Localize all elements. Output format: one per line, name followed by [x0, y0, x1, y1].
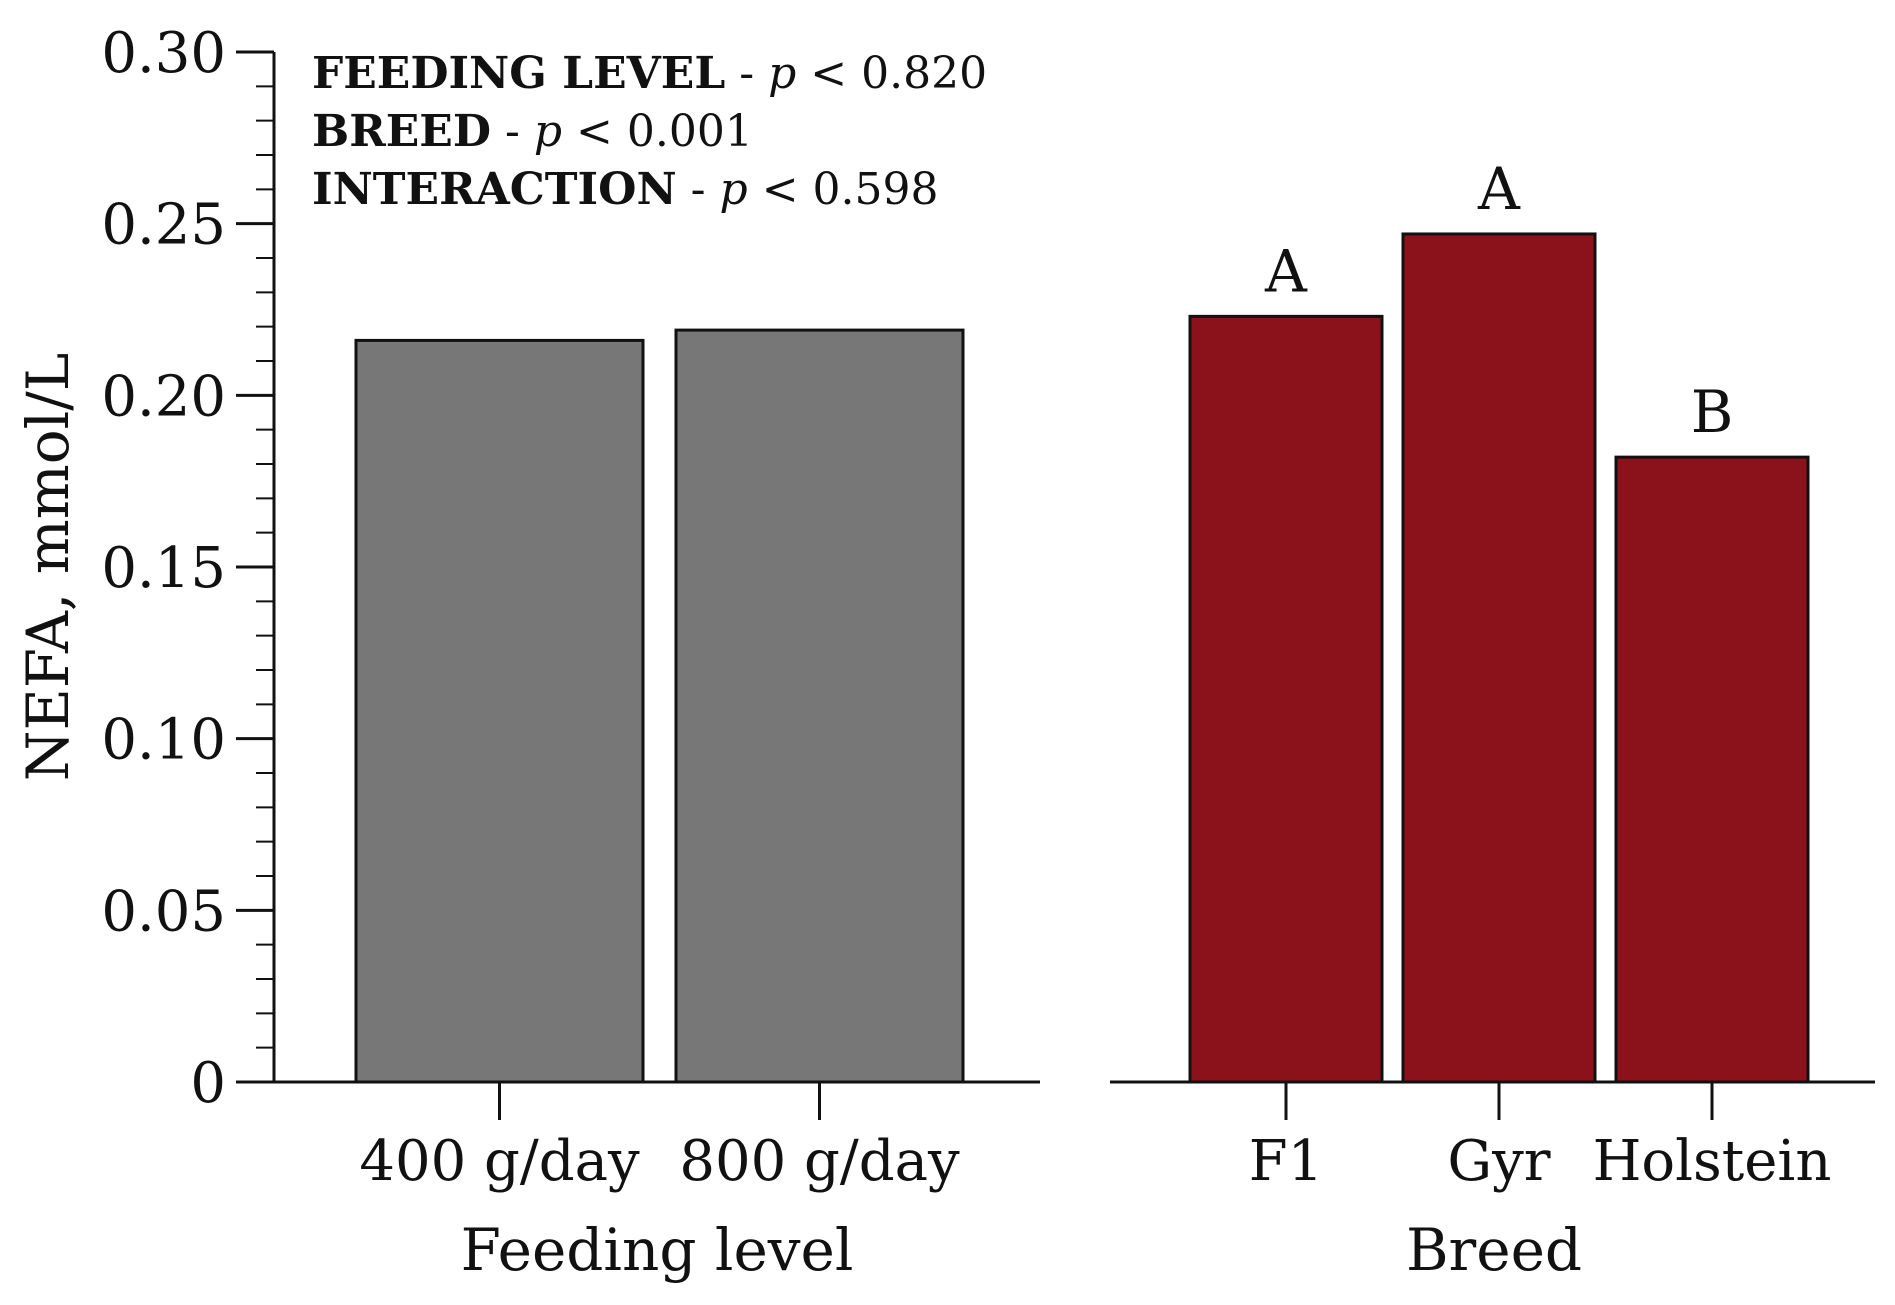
- x-tick-label: 400 g/day: [359, 1129, 640, 1194]
- y-tick-label: 0.15: [101, 536, 226, 601]
- bar-gyr: [1401, 232, 1597, 1084]
- x-tick-label: Gyr: [1447, 1129, 1550, 1194]
- bar-f1: [1188, 314, 1384, 1084]
- y-tick-label: 0.10: [101, 708, 226, 773]
- x-tick-label: 800 g/day: [679, 1129, 960, 1194]
- stat-annotation: INTERACTION - p < 0.598: [312, 164, 939, 215]
- y-axis-title: NEFA, mmol/L: [14, 353, 82, 782]
- y-tick-label: 0: [190, 1051, 226, 1116]
- left-x-axis-title: Feeding level: [461, 1216, 854, 1284]
- bar-400-g-day: [354, 338, 645, 1084]
- y-tick-label: 0.05: [101, 879, 226, 944]
- stat-annotation: FEEDING LEVEL - p < 0.820: [312, 48, 987, 99]
- right-x-axis-title: Breed: [1406, 1216, 1582, 1284]
- breed-panel: F1 Gyr Holstein A A B Breed: [1110, 155, 1875, 1284]
- stat-annotation: BREED - p < 0.001: [312, 106, 753, 157]
- significance-letter: A: [1477, 155, 1521, 223]
- y-tick-label: 0.30: [101, 21, 226, 86]
- significance-letter: B: [1691, 378, 1734, 446]
- bar-800-g-day: [674, 328, 965, 1084]
- y-tick-label: 0.20: [101, 364, 226, 429]
- significance-letter: A: [1264, 237, 1308, 305]
- y-tick-label: 0.25: [101, 193, 226, 258]
- x-tick-label: Holstein: [1593, 1129, 1832, 1194]
- y-axis: 0 0.05 0.10 0.15 0.20 0.25 0.30: [101, 21, 276, 1116]
- bar-holstein: [1614, 455, 1810, 1084]
- x-tick-label: F1: [1249, 1129, 1323, 1194]
- feeding-level-panel: 400 g/day 800 g/day Feeding level FEEDING…: [236, 48, 1040, 1284]
